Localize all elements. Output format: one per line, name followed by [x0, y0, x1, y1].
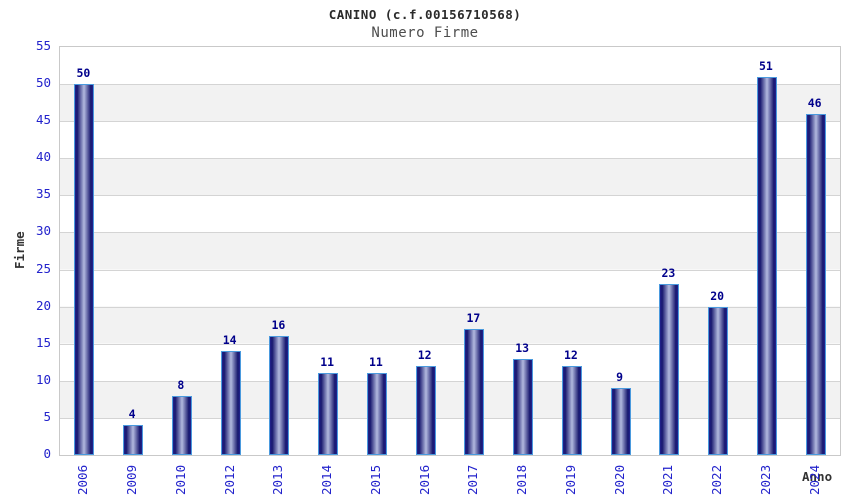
x-tick-label-2009: 2009: [124, 464, 140, 495]
bar-value-label-2018: 13: [515, 340, 530, 355]
bar-2022: [708, 306, 729, 455]
bar-value-label-2012: 14: [222, 333, 237, 348]
bar-2006: [74, 84, 95, 455]
y-tick-label-25: 25: [35, 260, 51, 276]
x-tick-label-2013: 2013: [270, 464, 286, 495]
gridline-y-5: [60, 417, 840, 419]
bar-2021: [659, 284, 680, 455]
bar-value-label-2010: 8: [177, 377, 185, 392]
gridline-y-25: [60, 269, 840, 271]
y-tick-label-20: 20: [35, 297, 51, 313]
x-tick-label-2015: 2015: [367, 464, 383, 495]
gridline-y-50: [60, 84, 840, 86]
bar-2012: [220, 351, 241, 455]
x-tick-label-2024: 2024: [806, 464, 822, 495]
bar-2014: [318, 373, 339, 455]
x-tick-label-2019: 2019: [562, 464, 578, 495]
bar-2016: [415, 365, 436, 455]
bar-2015: [366, 373, 387, 455]
y-tick-label-50: 50: [35, 75, 51, 91]
gridline-y-10: [60, 380, 840, 382]
bar-value-label-2021: 23: [661, 266, 676, 281]
bar-value-label-2024: 46: [807, 95, 822, 110]
y-tick-label-0: 0: [43, 446, 51, 461]
bar-2024: [805, 113, 826, 455]
x-tick-label-2006: 2006: [75, 464, 91, 495]
plot-area: [59, 46, 841, 456]
x-tick-label-2023: 2023: [757, 464, 773, 495]
x-axis-title: Anno: [802, 469, 833, 484]
chart-subtitle: Numero Firme: [371, 25, 479, 41]
bar-2019: [561, 365, 582, 455]
bar-value-label-2014: 11: [320, 355, 335, 370]
x-tick-label-2017: 2017: [465, 464, 481, 495]
y-tick-label-45: 45: [35, 112, 51, 128]
bar-value-label-2020: 9: [616, 370, 624, 385]
x-tick-label-2010: 2010: [172, 464, 188, 495]
x-tick-label-2021: 2021: [660, 464, 676, 495]
bar-value-label-2022: 20: [710, 288, 725, 303]
bar-value-label-2019: 12: [563, 347, 578, 362]
bar-2010: [171, 395, 192, 455]
bar-value-label-2016: 12: [417, 347, 432, 362]
x-tick-label-2012: 2012: [221, 464, 237, 495]
y-tick-label-35: 35: [35, 186, 51, 202]
x-tick-label-2018: 2018: [514, 464, 530, 495]
gridline-y-45: [60, 121, 840, 123]
gridline-y-30: [60, 232, 840, 234]
bar-value-label-2006: 50: [76, 66, 91, 81]
y-tick-label-10: 10: [35, 371, 51, 387]
bar-2020: [610, 388, 631, 455]
bar-value-label-2023: 51: [758, 58, 773, 73]
gridline-y-35: [60, 195, 840, 197]
x-tick-label-2020: 2020: [611, 464, 627, 495]
y-tick-label-55: 55: [35, 38, 51, 53]
y-tick-label-30: 30: [35, 223, 51, 239]
y-tick-label-15: 15: [35, 334, 51, 350]
x-tick-label-2014: 2014: [319, 464, 335, 495]
x-tick-label-2022: 2022: [709, 464, 725, 495]
bar-value-label-2017: 17: [466, 310, 481, 325]
chart-title: CANINO (c.f.00156710568): [328, 7, 522, 22]
bar-value-label-2009: 4: [128, 407, 136, 422]
gridline-y-15: [60, 343, 840, 345]
y-tick-label-5: 5: [43, 408, 51, 424]
bar-2017: [464, 328, 485, 455]
y-tick-label-40: 40: [35, 149, 51, 165]
bar-2013: [269, 336, 290, 455]
x-tick-label-2016: 2016: [416, 464, 432, 495]
bar-2018: [513, 358, 534, 455]
bar-value-label-2013: 16: [271, 318, 286, 333]
gridline-y-20: [60, 306, 840, 308]
gridline-y-40: [60, 158, 840, 160]
bar-value-label-2015: 11: [368, 355, 383, 370]
bar-2023: [756, 76, 777, 455]
bar-2009: [123, 425, 144, 455]
